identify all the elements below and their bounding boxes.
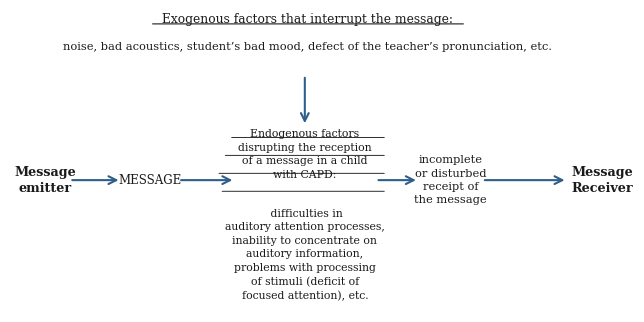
Text: MESSAGE: MESSAGE: [118, 174, 182, 187]
Text: noise, bad acoustics, student’s bad mood, defect of the teacher’s pronunciation,: noise, bad acoustics, student’s bad mood…: [64, 43, 553, 52]
Text: incomplete
or disturbed
receipt of
the message: incomplete or disturbed receipt of the m…: [414, 155, 487, 205]
Text: Message
Receiver: Message Receiver: [571, 166, 633, 194]
Text: Exogenous factors that interrupt the message:: Exogenous factors that interrupt the mes…: [162, 13, 453, 26]
Text: Message
emitter: Message emitter: [15, 166, 76, 194]
Text: difficulties in
auditory attention processes,
inability to concentrate on
audito: difficulties in auditory attention proce…: [225, 209, 384, 301]
Text: Endogenous factors
disrupting the reception
of a message in a child
with CAPD:: Endogenous factors disrupting the recept…: [238, 129, 372, 180]
